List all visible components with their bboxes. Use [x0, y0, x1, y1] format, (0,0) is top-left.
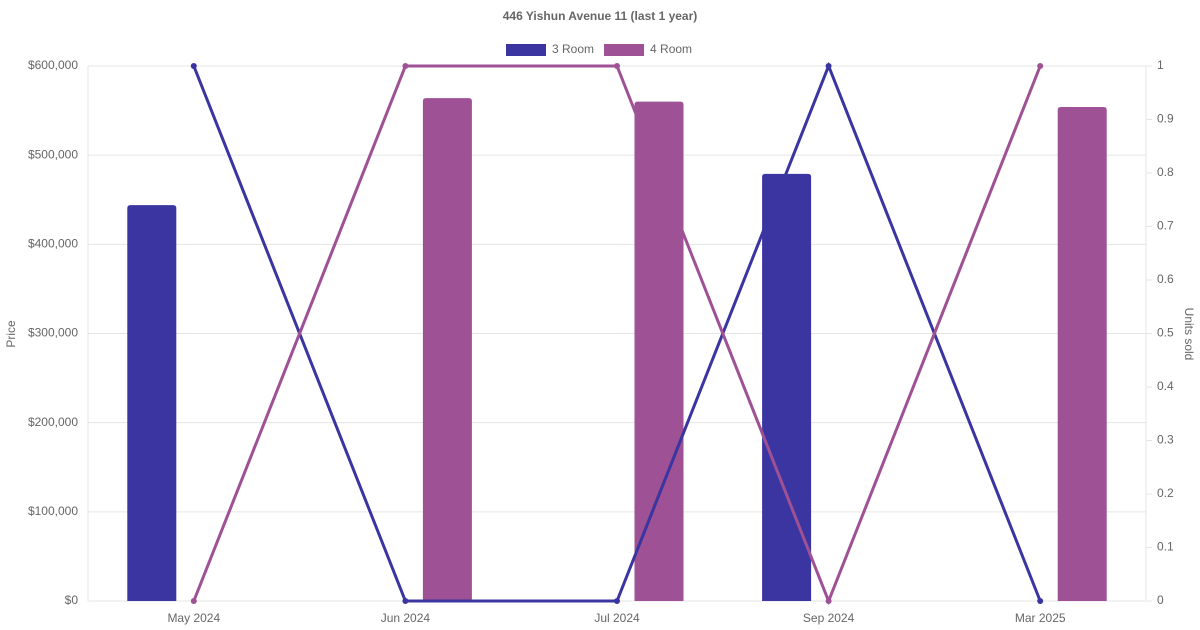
y-tick-label: $500,000 [28, 147, 78, 161]
y2-axis-title: Units sold [1182, 308, 1196, 361]
point [402, 63, 409, 69]
y2-tick-label: 0.2 [1157, 486, 1174, 500]
y2-tick-label: 0.9 [1157, 112, 1174, 126]
y2-tick-label: 0.6 [1157, 272, 1174, 286]
point [614, 63, 620, 69]
x-tick-label: Jul 2024 [594, 611, 640, 625]
point [190, 63, 197, 69]
y2-tick-label: 0.5 [1157, 326, 1174, 340]
bar [127, 205, 177, 601]
y2-tick-label: 0.4 [1157, 379, 1174, 393]
y2-tick-label: 1 [1157, 58, 1164, 72]
point [825, 63, 832, 69]
legend-swatch [506, 44, 546, 56]
legend-label: 3 Room [552, 42, 594, 56]
y2-tick-label: 0.1 [1157, 540, 1174, 554]
point [1037, 598, 1044, 604]
y-axis-title: Price [4, 320, 18, 348]
x-tick-label: May 2024 [167, 611, 220, 625]
y-tick-label: $300,000 [28, 326, 78, 340]
bar [1057, 107, 1107, 602]
point [1037, 63, 1044, 69]
y-tick-label: $200,000 [28, 415, 78, 429]
y-tick-label: $100,000 [28, 504, 78, 518]
y2-tick-label: 0 [1157, 593, 1164, 607]
y2-tick-label: 0.3 [1157, 433, 1174, 447]
legend-swatch [604, 44, 645, 56]
y-tick-label: $0 [65, 593, 79, 607]
point [825, 598, 832, 604]
y-tick-label: $400,000 [28, 237, 78, 251]
bar [762, 173, 812, 601]
x-tick-label: Mar 2025 [1015, 611, 1066, 625]
bar [634, 101, 684, 602]
x-tick-label: Sep 2024 [803, 611, 855, 625]
point [402, 598, 409, 604]
y2-tick-label: 0.8 [1157, 165, 1174, 179]
legend-label: 4 Room [650, 42, 692, 56]
point [190, 598, 197, 604]
y2-tick-label: 0.7 [1157, 219, 1174, 233]
y-tick-label: $600,000 [28, 58, 78, 72]
point [614, 598, 620, 604]
x-tick-label: Jun 2024 [381, 611, 431, 625]
bar [422, 98, 472, 601]
chart-title: 446 Yishun Avenue 11 (last 1 year) [503, 9, 698, 23]
